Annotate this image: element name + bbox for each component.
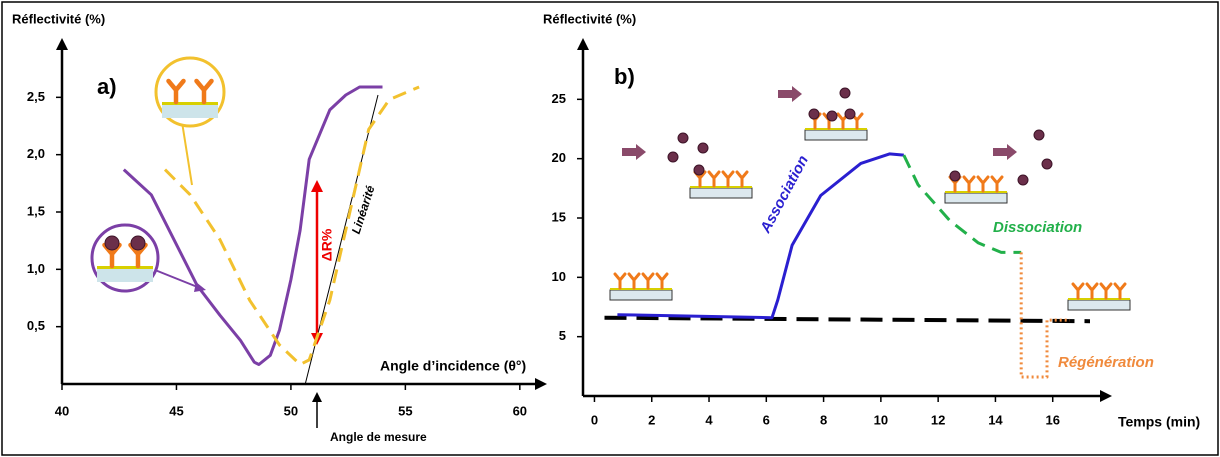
antibody — [613, 272, 627, 290]
y-axis-arrow — [577, 38, 589, 50]
flow-arrow — [778, 86, 802, 102]
delta-label: ΔR% — [319, 228, 335, 261]
zoom-substrate — [162, 104, 218, 118]
y-tick-label: 15 — [552, 209, 566, 224]
y-tick-label: 0,5 — [27, 318, 45, 333]
antibody — [962, 175, 976, 193]
flow-arrow — [622, 144, 646, 160]
pointer — [149, 267, 201, 289]
y-tick-label: 2,5 — [27, 89, 45, 104]
y-tick-label: 10 — [552, 269, 566, 284]
x-tick-label: 8 — [820, 412, 827, 427]
analyte — [104, 235, 120, 251]
antibody — [627, 272, 641, 290]
x-axis-arrow — [1100, 390, 1112, 402]
gold-layer — [162, 102, 218, 105]
y-axis-arrow — [56, 38, 68, 50]
analyte — [693, 164, 705, 176]
x-tick-label: 45 — [169, 403, 183, 418]
analyte — [130, 235, 146, 251]
antibody — [1071, 282, 1085, 300]
x-tick-label: 60 — [513, 403, 527, 418]
analyte — [667, 151, 679, 163]
y-tick-label: 20 — [552, 150, 566, 165]
gold-layer — [945, 191, 1007, 193]
flow-arrow — [993, 144, 1017, 160]
antibody — [1085, 282, 1099, 300]
illustrations — [90, 56, 1131, 311]
series-line — [902, 154, 1022, 254]
x-tick-label: 16 — [1045, 412, 1059, 427]
antibody — [721, 170, 735, 188]
series-label: Dissociation — [993, 219, 1082, 236]
gold-layer — [97, 266, 153, 269]
antibody — [1113, 282, 1127, 300]
x-tick-label: 14 — [988, 412, 1003, 427]
sensor-plate — [689, 187, 753, 199]
y-tick-label: 1,5 — [27, 203, 45, 218]
series-label: Régénération — [1058, 354, 1154, 371]
y-tick-label: 5 — [559, 328, 566, 343]
antibody — [707, 170, 721, 188]
analyte — [677, 132, 689, 144]
y-tick-label: 25 — [552, 91, 566, 106]
antibody — [990, 175, 1004, 193]
y-axis-label: Réflectivité (%) — [12, 11, 105, 26]
analyte — [826, 110, 838, 122]
x-tick-label: 55 — [398, 403, 412, 418]
antibody — [976, 175, 990, 193]
x-tick-label: 40 — [55, 403, 69, 418]
measure-label: Angle de mesure — [330, 430, 427, 444]
analyte — [1017, 174, 1029, 186]
x-tick-label: 10 — [874, 412, 888, 427]
sensor-plate — [1067, 299, 1131, 311]
x-tick-label: 4 — [705, 412, 713, 427]
analyte — [1041, 158, 1053, 170]
y-tick-label: 2,0 — [27, 146, 45, 161]
x-axis-arrow — [535, 378, 547, 390]
x-tick-label: 0 — [591, 412, 598, 427]
analyte — [839, 87, 851, 99]
antibody — [194, 78, 214, 105]
y-tick-label: 1,0 — [27, 261, 45, 276]
panel-label: b) — [614, 64, 635, 89]
x-axis-label: Angle d’incidence (θ°) — [380, 358, 526, 374]
series-line — [1019, 252, 1070, 379]
series-line — [617, 152, 904, 320]
sensor-plate — [609, 289, 673, 301]
antibody — [1099, 282, 1113, 300]
analyte — [808, 108, 820, 120]
series-line — [604, 315, 1091, 324]
x-tick-label: 2 — [648, 412, 655, 427]
x-axis-label: Temps (min) — [1118, 414, 1200, 430]
gold-layer — [610, 288, 672, 290]
sensor-plate — [804, 129, 868, 141]
gold-layer — [805, 128, 867, 130]
antibody — [735, 170, 749, 188]
x-tick-label: 50 — [284, 403, 298, 418]
gold-layer — [690, 186, 752, 188]
x-tick-label: 6 — [763, 412, 770, 427]
antibody — [655, 272, 669, 290]
y-axis-label: Réflectivité (%) — [543, 11, 636, 26]
antibody — [166, 78, 186, 105]
measure-arrow-head — [312, 392, 322, 402]
analyte — [697, 142, 709, 154]
analyte — [844, 108, 856, 120]
sensor-plate — [944, 192, 1008, 204]
series-line — [163, 85, 420, 366]
series-line — [122, 85, 383, 366]
analyte — [1033, 129, 1045, 141]
pointer — [181, 121, 193, 186]
zoom-substrate — [97, 268, 153, 282]
panel-label: a) — [97, 74, 117, 99]
analyte — [949, 170, 961, 182]
gold-layer — [1068, 298, 1130, 300]
antibody — [641, 272, 655, 290]
x-tick-label: 12 — [931, 412, 945, 427]
